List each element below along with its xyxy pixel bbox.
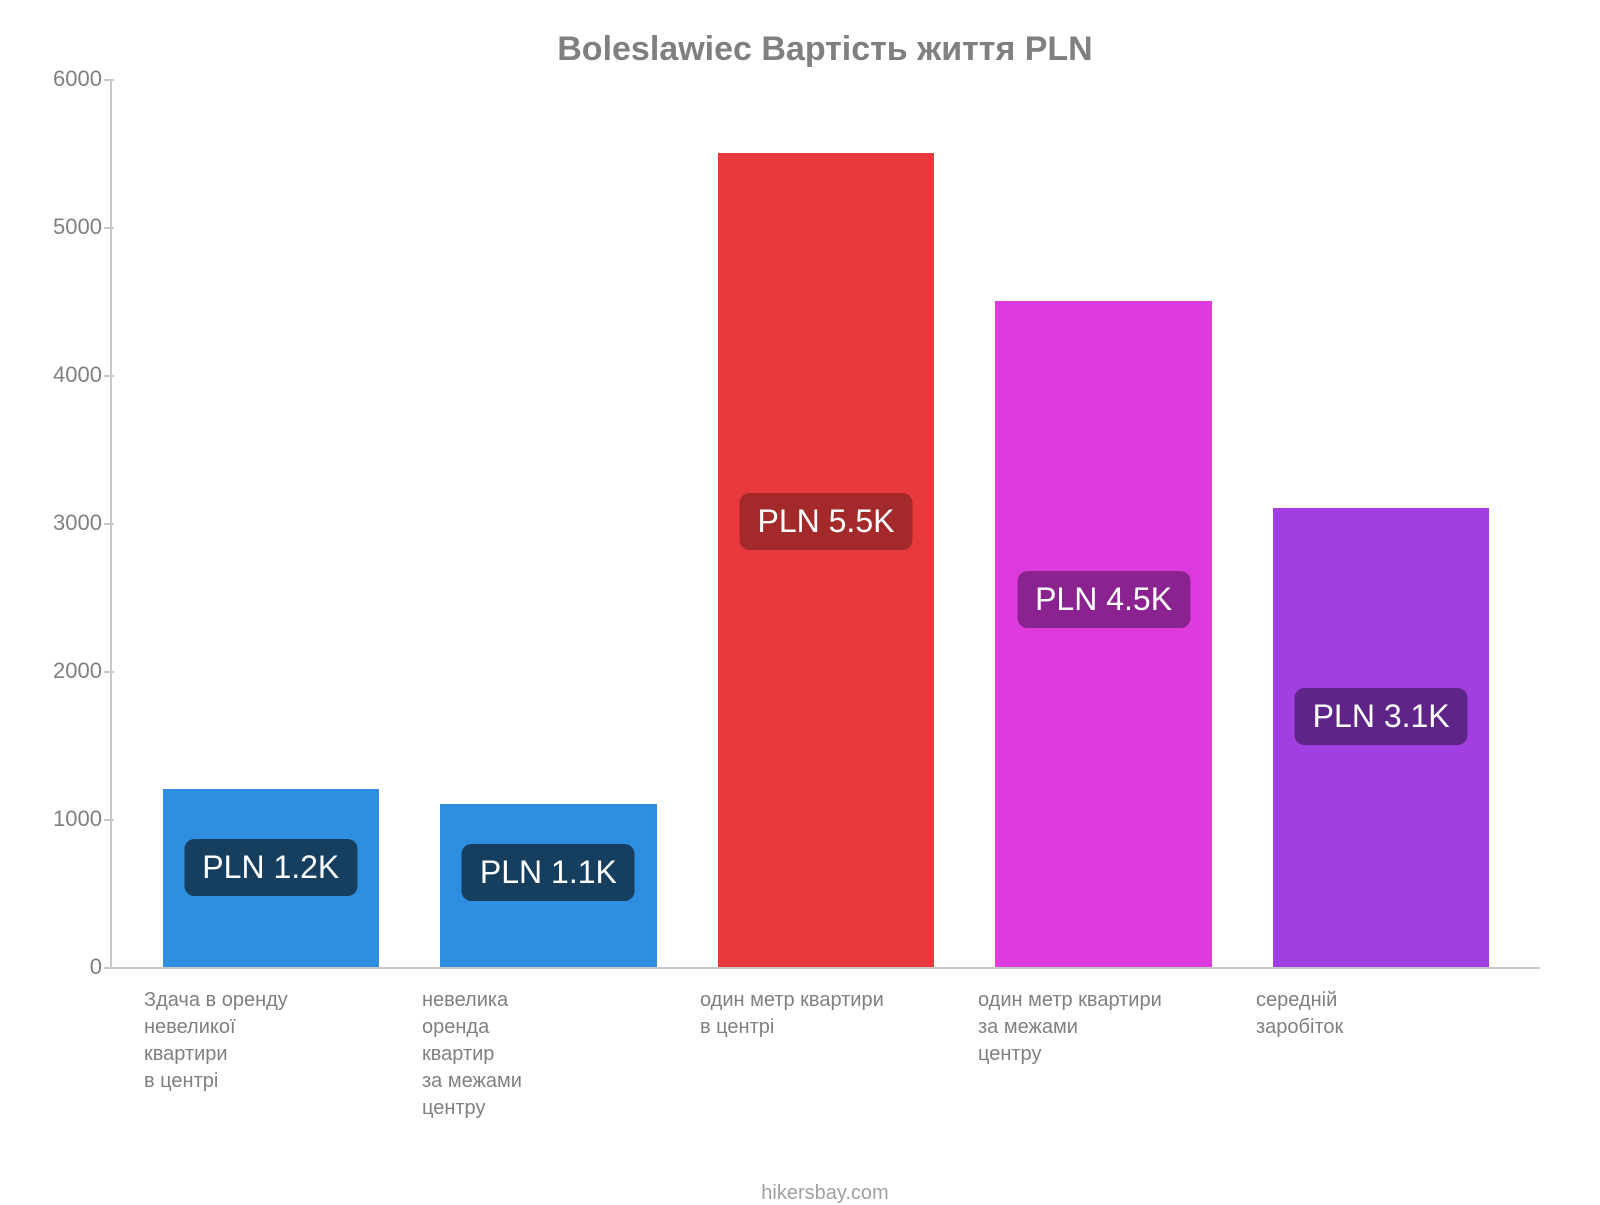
plot-area: PLN 1.2K PLN 1.1K PLN 5.5K PLN 4.5K PLN 3.1K…: [110, 79, 1540, 969]
bar-value-badge: PLN 1.1K: [462, 844, 635, 901]
bar: PLN 1.2K: [163, 789, 380, 967]
x-axis-label: Здача в орендуневеликоїквартирив центрі: [130, 987, 408, 1122]
bar-column: PLN 5.5K: [687, 79, 965, 967]
chart-title: Boleslawiec Вартість життя PLN: [110, 30, 1540, 69]
bar-column: PLN 1.2K: [132, 79, 410, 967]
y-tick: 3000: [32, 510, 102, 536]
x-axis-label: середнійзаробіток: [1242, 987, 1520, 1122]
bar-value-badge: PLN 3.1K: [1295, 688, 1468, 745]
chart-container: Boleslawiec Вартість життя PLN PLN 1.2KP…: [0, 0, 1600, 1200]
bar-value-badge: PLN 5.5K: [739, 493, 912, 550]
y-tick: 4000: [32, 362, 102, 388]
bar: PLN 5.5K: [718, 153, 935, 967]
bars-group: PLN 1.2K PLN 1.1K PLN 5.5K PLN 4.5K PLN 3.1K: [112, 79, 1540, 967]
bar: PLN 4.5K: [995, 301, 1212, 967]
y-tick: 1000: [32, 806, 102, 832]
x-axis-label: невеликаорендаквартирза межамицентру: [408, 987, 686, 1122]
y-tick: 0: [32, 954, 102, 980]
bar: PLN 3.1K: [1273, 508, 1490, 967]
bar-column: PLN 4.5K: [965, 79, 1243, 967]
chart-footer: hikersbay.com: [110, 1182, 1540, 1205]
bar-value-badge: PLN 1.2K: [184, 839, 357, 896]
x-axis-labels: Здача в орендуневеликоїквартирив центрін…: [110, 969, 1540, 1122]
x-axis-label: один метр квартириза межамицентру: [964, 987, 1242, 1122]
y-tick: 5000: [32, 214, 102, 240]
x-axis-label: один метр квартирив центрі: [686, 987, 964, 1122]
bar-column: PLN 1.1K: [410, 79, 688, 967]
bar-column: PLN 3.1K: [1242, 79, 1520, 967]
y-tick: 6000: [32, 66, 102, 92]
bar-value-badge: PLN 4.5K: [1017, 571, 1190, 628]
bar: PLN 1.1K: [440, 804, 657, 967]
y-tick: 2000: [32, 658, 102, 684]
